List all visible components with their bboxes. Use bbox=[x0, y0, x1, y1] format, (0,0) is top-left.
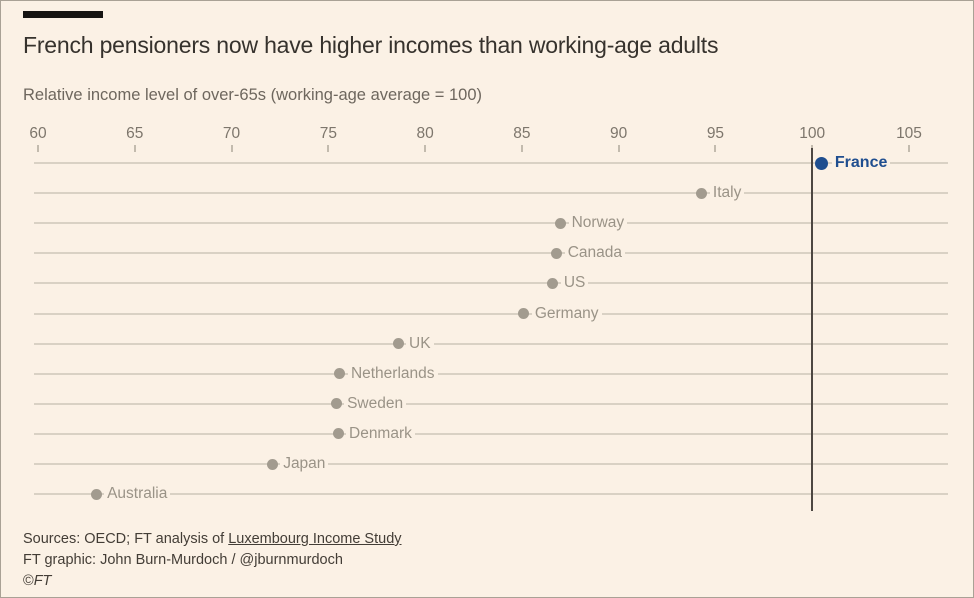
row-gridline-japan bbox=[34, 463, 948, 465]
country-label-us: US bbox=[560, 272, 589, 295]
x-tick-mark-85 bbox=[520, 145, 523, 152]
x-tick-mark-70 bbox=[230, 145, 233, 152]
x-tick-label-90: 90 bbox=[610, 125, 628, 142]
credit-line: FT graphic: John Burn-Murdoch / @jburnmu… bbox=[23, 552, 343, 568]
sources-line: Sources: OECD; FT analysis of Luxembourg… bbox=[23, 529, 402, 550]
data-dot-japan bbox=[266, 458, 278, 470]
row-gridline-us bbox=[34, 282, 948, 285]
x-tick-mark-90 bbox=[617, 145, 620, 152]
row-gridline-netherlands bbox=[34, 372, 948, 375]
x-tick-label-65: 65 bbox=[126, 125, 144, 142]
copyright-ft: FT bbox=[33, 573, 52, 589]
footer: Sources: OECD; FT analysis of Luxembourg… bbox=[23, 529, 402, 592]
data-dot-australia bbox=[90, 488, 102, 500]
x-tick-label-95: 95 bbox=[706, 125, 725, 142]
x-tick-label-70: 70 bbox=[222, 125, 241, 142]
row-gridline-france bbox=[34, 162, 948, 164]
sources-text: Sources: OECD; FT analysis of bbox=[23, 531, 229, 547]
row-gridline-germany bbox=[34, 312, 948, 315]
row-gridline-australia bbox=[34, 493, 948, 496]
row-gridline-canada bbox=[34, 252, 948, 255]
x-tick-mark-60 bbox=[37, 145, 39, 152]
x-tick-label-105: 105 bbox=[896, 125, 922, 142]
data-dot-uk bbox=[392, 338, 404, 350]
copyright-line: ©FT bbox=[23, 571, 402, 592]
x-tick-mark-105 bbox=[908, 145, 910, 152]
data-dot-denmark bbox=[332, 428, 344, 440]
x-tick-mark-95 bbox=[714, 145, 717, 152]
data-dot-germany bbox=[518, 308, 530, 319]
country-label-denmark: Denmark bbox=[346, 422, 415, 445]
country-label-netherlands: Netherlands bbox=[347, 362, 438, 385]
country-label-japan: Japan bbox=[280, 453, 329, 475]
data-dot-italy bbox=[696, 187, 708, 199]
data-dot-sweden bbox=[330, 398, 342, 410]
country-label-germany: Germany bbox=[531, 302, 602, 325]
x-tick-label-60: 60 bbox=[29, 125, 47, 142]
x-tick-mark-80 bbox=[424, 145, 427, 152]
chart-subtitle: Relative income level of over-65s (worki… bbox=[23, 86, 483, 104]
reference-line-100 bbox=[811, 148, 814, 511]
data-dot-france bbox=[815, 156, 829, 170]
row-gridline-italy bbox=[34, 192, 948, 195]
country-label-sweden: Sweden bbox=[344, 392, 407, 415]
row-gridline-sweden bbox=[34, 402, 948, 405]
country-label-norway: Norway bbox=[568, 212, 628, 235]
data-dot-us bbox=[547, 277, 559, 289]
row-gridline-uk bbox=[34, 342, 948, 345]
row-gridline-norway bbox=[34, 222, 948, 225]
x-tick-mark-75 bbox=[327, 145, 330, 152]
chart-title: French pensioners now have higher income… bbox=[23, 32, 719, 58]
data-dot-netherlands bbox=[334, 368, 346, 380]
country-label-uk: UK bbox=[406, 332, 434, 355]
x-tick-mark-65 bbox=[133, 145, 136, 152]
sources-link[interactable]: Luxembourg Income Study bbox=[228, 531, 402, 547]
x-tick-label-80: 80 bbox=[416, 125, 434, 142]
data-dot-norway bbox=[555, 217, 567, 229]
x-tick-label-100: 100 bbox=[799, 125, 826, 142]
ft-top-rule bbox=[23, 11, 103, 18]
country-label-canada: Canada bbox=[564, 242, 626, 265]
data-dot-canada bbox=[551, 247, 563, 259]
country-label-australia: Australia bbox=[104, 483, 171, 506]
row-gridline-denmark bbox=[34, 432, 948, 435]
copyright-symbol: © bbox=[23, 573, 34, 589]
x-tick-label-75: 75 bbox=[319, 125, 337, 142]
country-label-france: France bbox=[831, 152, 891, 174]
x-tick-label-85: 85 bbox=[513, 125, 531, 142]
country-label-italy: Italy bbox=[709, 182, 745, 205]
